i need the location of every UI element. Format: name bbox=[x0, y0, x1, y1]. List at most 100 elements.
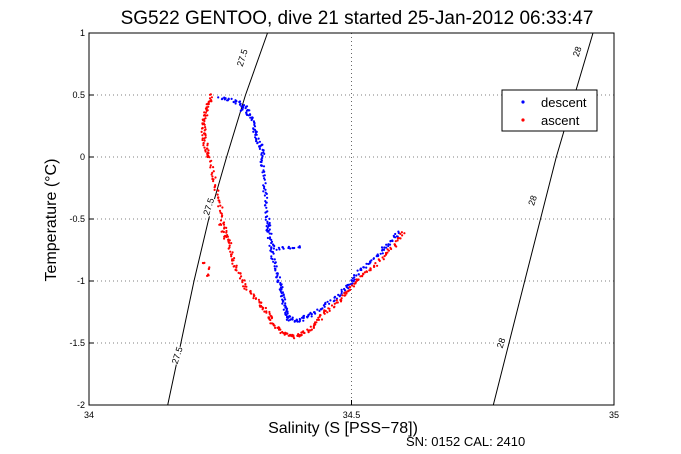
data-point-descent bbox=[266, 196, 269, 199]
data-point-ascent bbox=[208, 156, 211, 159]
data-point-ascent bbox=[261, 308, 264, 311]
data-point-ascent bbox=[390, 247, 393, 251]
data-point-descent bbox=[263, 187, 266, 190]
data-point-ascent bbox=[393, 243, 397, 246]
data-point-descent bbox=[381, 252, 384, 255]
contour-label-bg bbox=[169, 345, 185, 366]
data-point-descent bbox=[362, 266, 365, 269]
data-point-descent bbox=[247, 114, 250, 117]
data-point-ascent bbox=[207, 267, 210, 271]
data-point-descent bbox=[392, 234, 395, 237]
data-point-descent bbox=[278, 276, 282, 279]
data-point-ascent bbox=[292, 334, 295, 337]
data-point-descent bbox=[324, 301, 327, 304]
data-point-ascent bbox=[252, 295, 255, 298]
data-point-ascent bbox=[204, 117, 207, 120]
data-point-ascent bbox=[217, 199, 220, 202]
data-point-ascent bbox=[397, 237, 400, 240]
data-point-ascent bbox=[210, 173, 213, 176]
data-point-descent bbox=[302, 314, 306, 317]
data-point-descent bbox=[277, 246, 280, 249]
data-point-ascent bbox=[204, 133, 207, 136]
data-point-ascent bbox=[386, 251, 389, 254]
data-point-ascent bbox=[235, 266, 238, 269]
data-point-ascent bbox=[382, 258, 385, 261]
data-point-descent bbox=[279, 286, 282, 289]
data-point-descent bbox=[313, 311, 316, 314]
data-point-ascent bbox=[286, 332, 289, 335]
data-point-ascent bbox=[200, 130, 203, 133]
data-point-ascent bbox=[223, 237, 226, 240]
data-point-descent bbox=[255, 130, 258, 133]
data-point-descent bbox=[329, 299, 332, 302]
data-point-ascent bbox=[387, 249, 390, 252]
data-point-ascent bbox=[272, 324, 275, 327]
data-point-descent bbox=[223, 96, 226, 99]
data-point-descent bbox=[241, 106, 245, 109]
data-point-ascent bbox=[202, 144, 205, 147]
data-point-ascent bbox=[274, 326, 277, 329]
data-point-ascent bbox=[324, 309, 327, 312]
data-point-ascent bbox=[333, 305, 336, 308]
data-point-ascent bbox=[279, 331, 282, 335]
data-point-ascent bbox=[219, 204, 222, 207]
data-point-ascent bbox=[265, 310, 268, 313]
data-point-descent bbox=[265, 225, 268, 228]
data-point-descent bbox=[368, 262, 371, 265]
data-point-descent bbox=[249, 116, 252, 119]
data-point-ascent bbox=[205, 109, 208, 112]
data-point-descent bbox=[258, 145, 262, 148]
data-point-ascent bbox=[210, 96, 213, 99]
data-point-ascent bbox=[335, 299, 338, 302]
data-point-ascent bbox=[357, 278, 360, 281]
contour-label: 28 bbox=[526, 194, 539, 207]
data-point-ascent bbox=[403, 232, 406, 235]
data-point-ascent bbox=[328, 309, 331, 312]
data-point-ascent bbox=[235, 264, 238, 267]
data-point-ascent bbox=[243, 287, 246, 290]
data-point-descent bbox=[275, 248, 278, 251]
data-point-descent bbox=[394, 236, 397, 239]
data-point-ascent bbox=[220, 215, 223, 218]
data-point-ascent bbox=[374, 262, 377, 265]
data-point-descent bbox=[263, 152, 266, 155]
data-point-descent bbox=[379, 252, 382, 255]
data-point-ascent bbox=[354, 282, 357, 285]
data-point-ascent bbox=[202, 262, 205, 265]
data-point-descent bbox=[273, 244, 276, 248]
data-point-ascent bbox=[232, 265, 235, 268]
data-point-descent bbox=[270, 240, 274, 243]
data-point-ascent bbox=[204, 114, 207, 117]
data-point-ascent bbox=[206, 147, 209, 150]
data-point-descent bbox=[245, 111, 248, 114]
data-point-ascent bbox=[257, 298, 260, 301]
data-point-descent bbox=[291, 318, 294, 321]
y-tick-label: 0 bbox=[80, 152, 85, 162]
data-point-ascent bbox=[209, 164, 212, 167]
data-point-descent bbox=[266, 210, 269, 213]
data-point-descent bbox=[266, 226, 269, 229]
data-point-ascent bbox=[206, 142, 209, 145]
data-point-descent bbox=[369, 260, 372, 263]
data-point-descent bbox=[265, 206, 268, 209]
data-point-descent bbox=[250, 118, 253, 122]
legend-descent-marker bbox=[521, 100, 525, 104]
data-point-descent bbox=[242, 104, 246, 107]
data-point-ascent bbox=[205, 103, 208, 106]
data-point-descent bbox=[382, 248, 386, 251]
data-point-ascent bbox=[218, 223, 221, 226]
data-point-descent bbox=[263, 177, 266, 180]
data-point-ascent bbox=[200, 127, 204, 130]
data-point-descent bbox=[267, 223, 270, 226]
data-point-ascent bbox=[376, 264, 379, 267]
data-point-descent bbox=[238, 100, 241, 104]
data-point-descent bbox=[372, 257, 375, 260]
data-point-ascent bbox=[231, 259, 234, 262]
data-point-descent bbox=[270, 238, 273, 241]
footer-serial: SN: 0152 CAL: 2410 bbox=[406, 434, 525, 449]
data-point-ascent bbox=[277, 328, 281, 331]
data-point-ascent bbox=[319, 314, 322, 317]
data-point-descent bbox=[289, 315, 292, 318]
data-point-ascent bbox=[315, 321, 318, 324]
